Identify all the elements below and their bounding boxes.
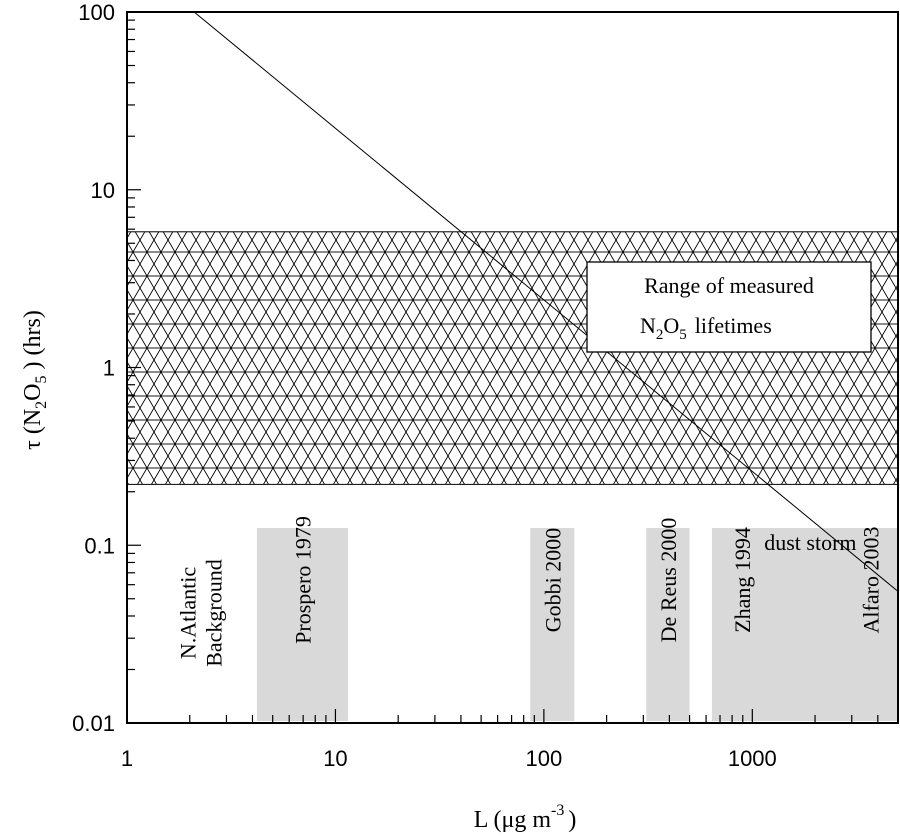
legend-line-1: Range of measured bbox=[644, 273, 814, 298]
y-tick-label: 10 bbox=[91, 178, 115, 203]
x-axis-label: L (μg m-3) bbox=[474, 802, 577, 833]
background-label-line-2: Background bbox=[201, 559, 226, 667]
study-box-1 bbox=[530, 528, 575, 721]
y-axis-ticks: 0.01 0.1 1 10 100 bbox=[72, 0, 141, 736]
dust-storm-annotation: dust storm bbox=[764, 530, 856, 555]
study-box-3 bbox=[711, 528, 898, 721]
study-box-label-1: Gobbi 2000 bbox=[540, 528, 565, 633]
x-tick-label: 1 bbox=[121, 746, 133, 771]
background-label: N.Atlantic Background bbox=[175, 559, 226, 667]
y-axis-label: τ (N2O5) (hrs) bbox=[20, 310, 50, 450]
legend-frame bbox=[586, 261, 872, 353]
study-box-label-2: De Reus 2000 bbox=[656, 518, 681, 643]
x-tick-label: 1000 bbox=[728, 746, 777, 771]
study-box-2 bbox=[646, 528, 690, 721]
study-box-0 bbox=[256, 528, 349, 721]
study-box-labels: Prospero 1979 Gobbi 2000 De Reus 2000 Zhang… bbox=[290, 516, 883, 644]
y-tick-label: 0.01 bbox=[72, 711, 115, 736]
study-box-label-0: Prospero 1979 bbox=[290, 516, 315, 644]
study-boxes bbox=[256, 528, 898, 721]
y-tick-label: 100 bbox=[78, 0, 115, 25]
x-axis-ticks: 1 10 100 1000 bbox=[121, 709, 899, 771]
y-tick-label: 1 bbox=[103, 356, 115, 381]
background-label-line-1: N.Atlantic bbox=[175, 567, 200, 659]
x-tick-label: 10 bbox=[323, 746, 347, 771]
x-tick-label: 100 bbox=[526, 746, 563, 771]
study-box-label-3: Zhang 1994 bbox=[730, 527, 755, 633]
trend-line bbox=[193, 11, 899, 592]
legend-line-2: N2O5 lifetimes bbox=[640, 313, 772, 343]
y-tick-label: 0.1 bbox=[84, 533, 115, 558]
legend-box: Range of measured N2O5 lifetimes bbox=[586, 261, 872, 353]
study-box-label-extra: Alfaro 2003 bbox=[859, 527, 884, 634]
